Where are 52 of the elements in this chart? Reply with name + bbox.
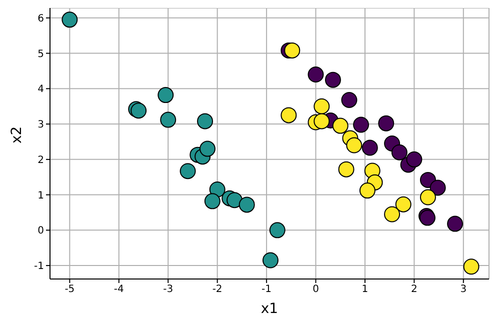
y-tick-label: 2: [38, 154, 44, 166]
x-tick-label: -2: [212, 284, 222, 296]
y-axis-title: x2: [8, 126, 25, 144]
point: [280, 107, 297, 124]
point: [314, 98, 330, 114]
point: [378, 115, 394, 132]
point: [204, 193, 220, 210]
y-tick-label: 6: [38, 13, 44, 24]
point: [269, 222, 286, 238]
y-tick-label: 1: [38, 190, 44, 202]
point: [359, 182, 376, 199]
point: [353, 116, 370, 133]
y-tick-label: 3: [38, 120, 44, 131]
point: [197, 113, 214, 130]
point: [160, 112, 176, 128]
point: [62, 12, 78, 28]
y-tick-label: 4: [38, 84, 44, 96]
point: [284, 42, 300, 58]
y-tick-label: 5: [38, 48, 44, 60]
point: [226, 192, 243, 208]
point: [341, 92, 358, 108]
point: [314, 113, 330, 130]
point: [238, 196, 255, 213]
point: [262, 252, 278, 268]
x-tick-label: -5: [64, 284, 75, 296]
point: [463, 258, 480, 275]
point: [199, 140, 216, 157]
point: [384, 206, 400, 222]
y-tick-label: 0: [38, 226, 44, 237]
y-tick-label: -1: [34, 261, 44, 272]
x-tick-label: -3: [163, 284, 174, 296]
point: [447, 216, 464, 232]
point: [158, 87, 174, 104]
x-tick-label: -1: [262, 284, 272, 296]
point: [420, 189, 436, 206]
x-tick-label: 0: [312, 284, 319, 296]
x-axis-title: x1: [260, 301, 278, 317]
point: [391, 144, 408, 160]
point: [338, 161, 354, 178]
point: [362, 140, 378, 156]
x-tick-label: 3: [460, 284, 467, 296]
x-tick-label: 1: [362, 284, 368, 296]
point: [180, 163, 196, 180]
point: [346, 137, 362, 154]
x-tick-label: -4: [114, 284, 124, 296]
point: [324, 72, 341, 88]
point: [395, 196, 412, 212]
x-tick-label: 2: [411, 284, 418, 296]
point: [308, 66, 324, 83]
point: [430, 180, 446, 196]
point: [406, 151, 422, 168]
point: [332, 118, 348, 134]
